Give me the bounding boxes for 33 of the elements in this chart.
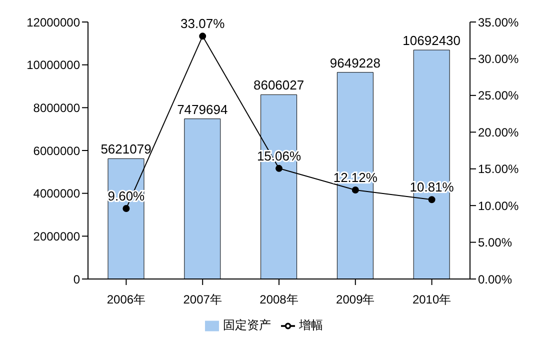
y-tick-label: 8000000 [33, 100, 80, 115]
y2-tick-label: 0.00% [478, 272, 512, 286]
point [199, 32, 206, 40]
point [122, 205, 130, 212]
legend-label: 固定资产 [223, 318, 271, 332]
x-tick-label: 2006年 [106, 292, 146, 307]
legend-label: 增幅 [299, 318, 323, 332]
data-label: 7479694 [177, 102, 228, 117]
y-tick-label: 0 [73, 272, 80, 286]
data-label: 8606027 [253, 78, 304, 93]
y2-tick-label: 15.00% [478, 162, 520, 176]
y2-tick-label: 25.00% [478, 88, 520, 103]
point [428, 196, 436, 204]
data-label: 9649228 [330, 55, 381, 70]
y2-tick-label: 5.00% [478, 236, 512, 250]
y-tick-label: 10000000 [26, 58, 80, 72]
y2-tick-label: 10.00% [478, 198, 520, 213]
y-tick-label: 4000000 [33, 186, 80, 201]
y2-tick-label: 30.00% [478, 52, 520, 66]
data-label: 10692430 [402, 33, 461, 48]
x-tick-label: 2010年 [412, 292, 452, 307]
x-tick-label: 2007年 [183, 292, 222, 307]
point [276, 164, 282, 172]
y2-tick-label: 35.00% [478, 15, 520, 30]
x-tick-label: 2009年 [336, 292, 375, 307]
x-tick-label: 2008年 [260, 292, 298, 307]
point [352, 186, 359, 194]
data-label: 5621079 [100, 142, 152, 157]
y2-tick-label: 20.00% [478, 125, 520, 140]
y-tick-label: 2000000 [33, 229, 80, 244]
y-tick-label: 6000000 [33, 144, 80, 158]
y-tick-label: 12000000 [26, 15, 80, 30]
data-label: 33.07% [180, 16, 226, 32]
